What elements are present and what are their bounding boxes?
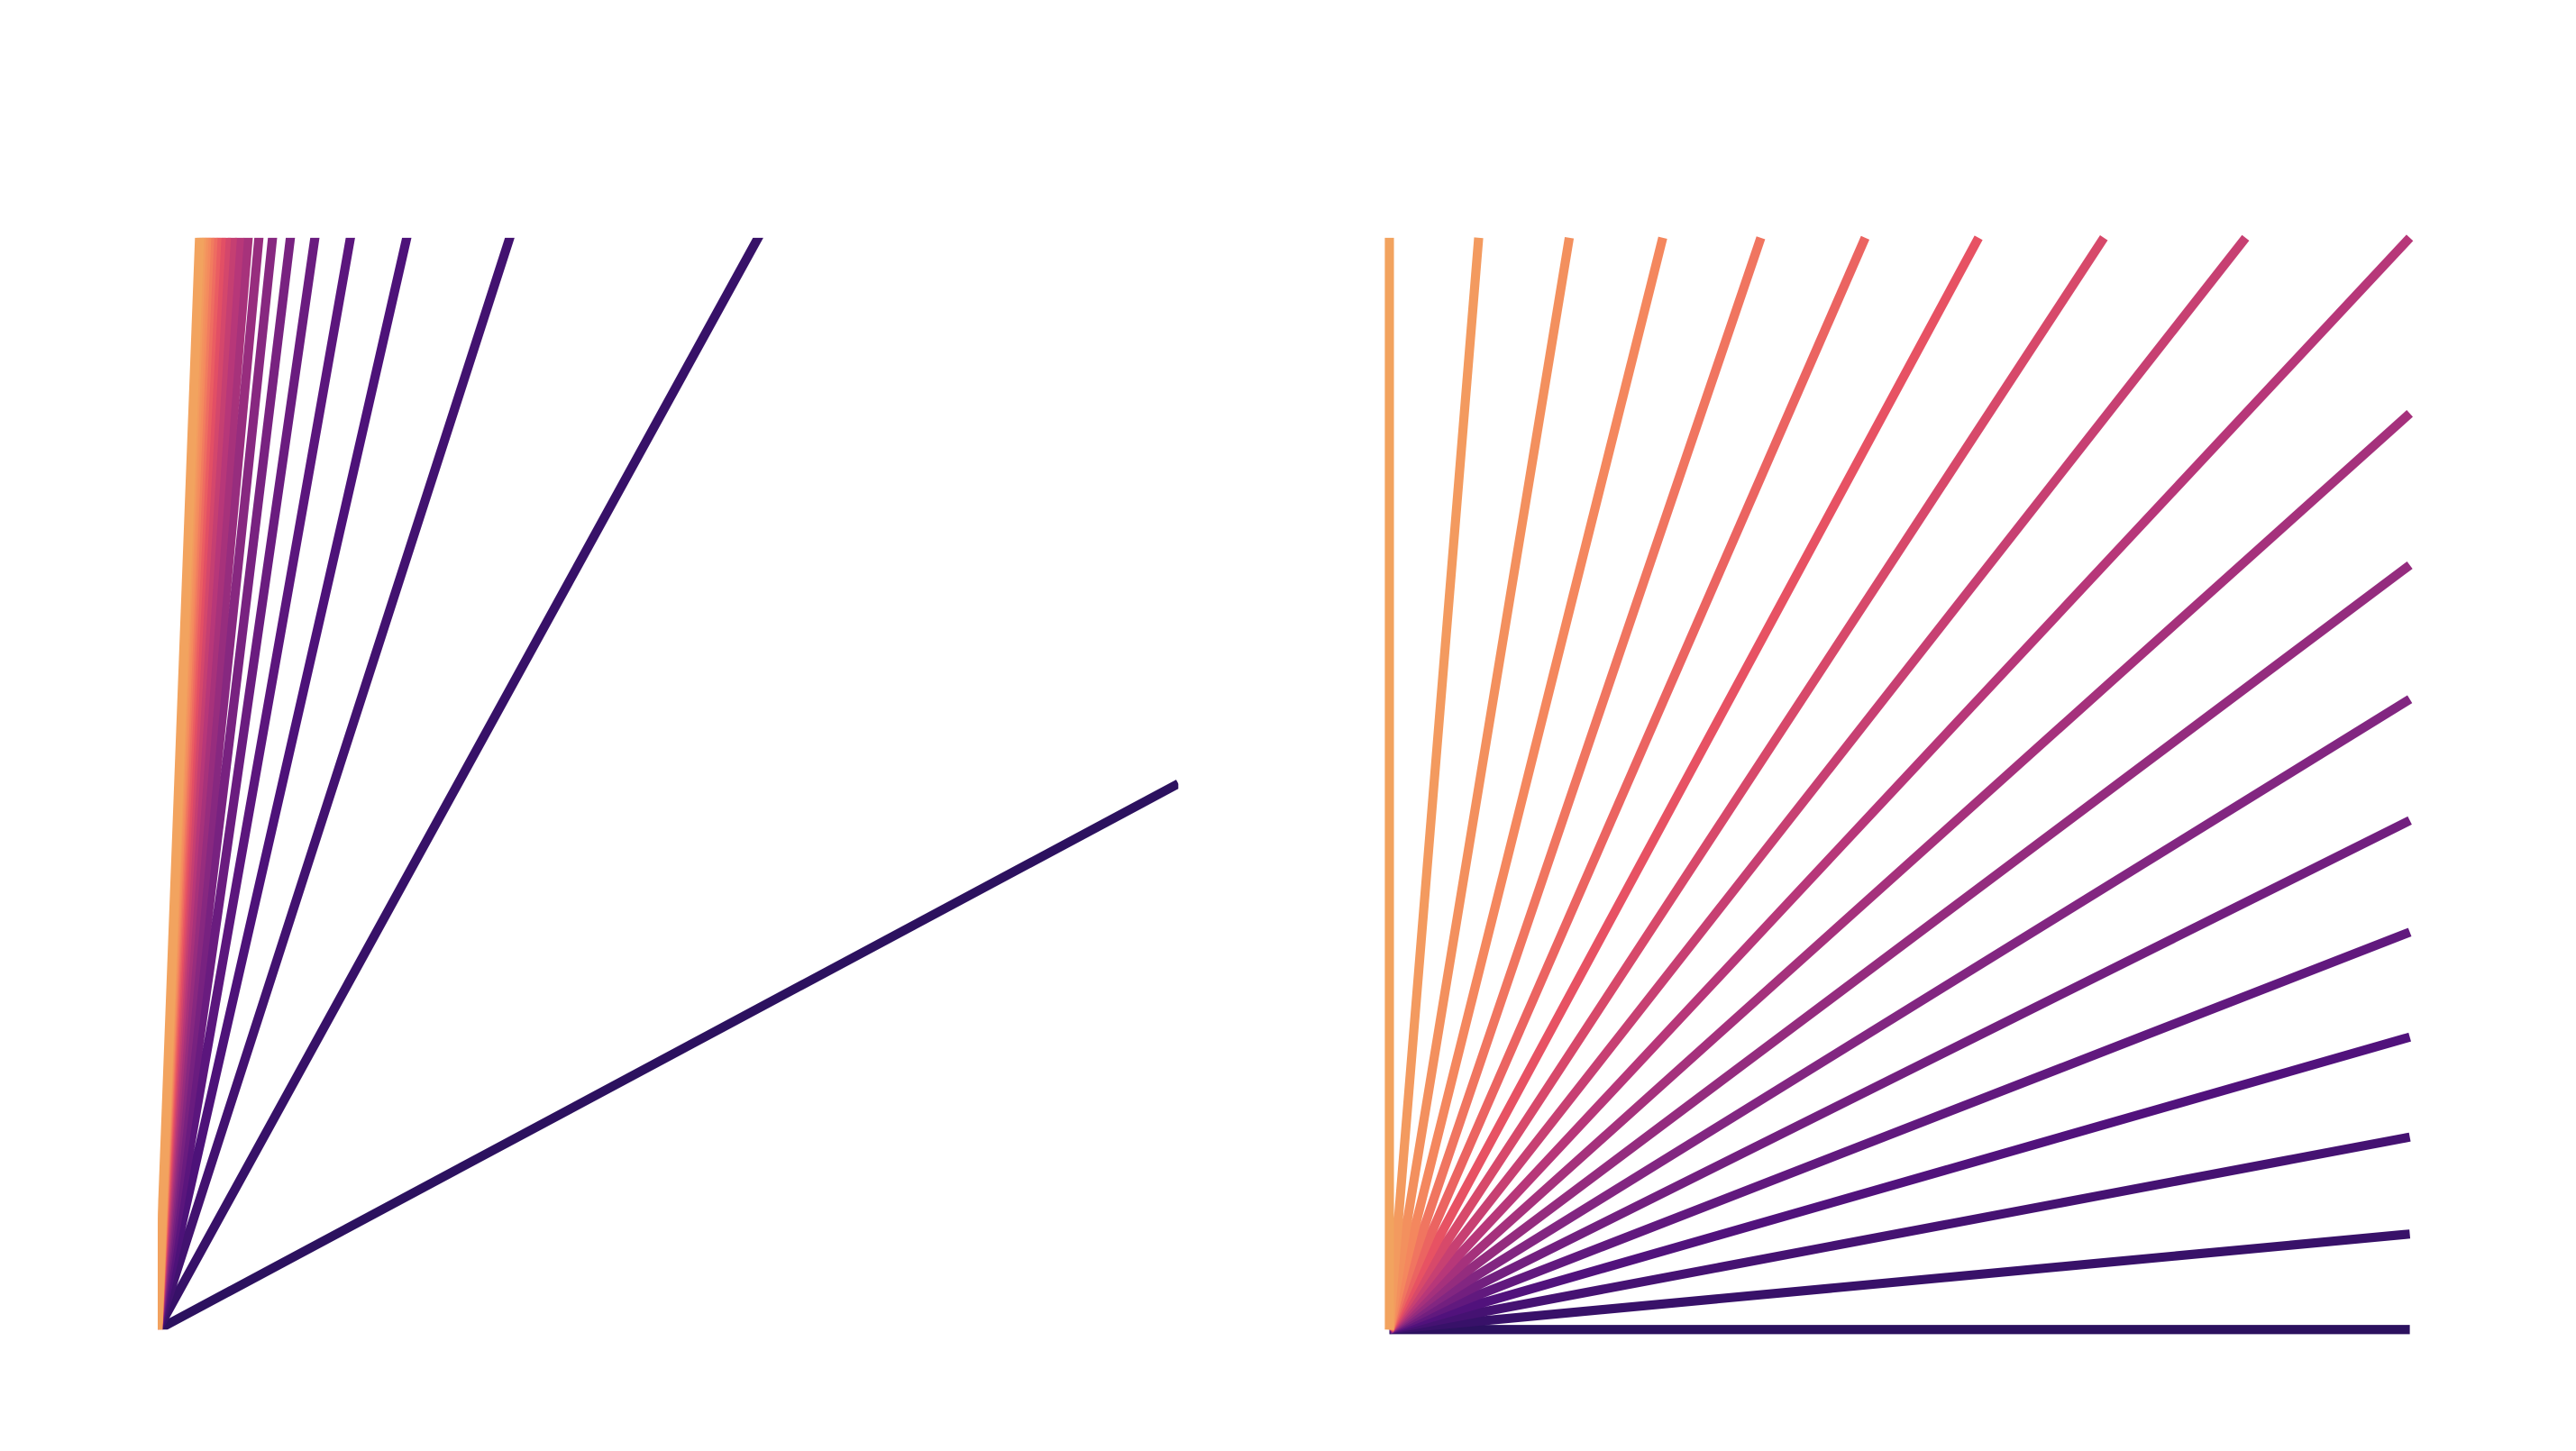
fan-line xyxy=(1388,1132,2411,1335)
fan-line xyxy=(1386,695,2413,1334)
fan-line xyxy=(1384,236,1575,1331)
fan-line xyxy=(158,237,355,1330)
fan-line xyxy=(1384,236,1667,1331)
fan-line xyxy=(1386,561,2413,1334)
fan-line xyxy=(1385,234,2250,1333)
fan-line xyxy=(1384,237,1484,1330)
fan-line xyxy=(158,237,412,1330)
fan-line xyxy=(1385,235,1983,1332)
fan-line xyxy=(1385,234,2414,1333)
fan-line xyxy=(158,780,1179,1330)
fan-line xyxy=(1384,236,1766,1331)
fan-line xyxy=(158,237,763,1330)
plot-area xyxy=(158,237,1179,1330)
fan-line xyxy=(1385,235,2108,1333)
fan-line xyxy=(1389,1229,2411,1335)
plot-area xyxy=(1384,234,2414,1335)
fan-line xyxy=(1386,409,2414,1334)
fan-line xyxy=(1387,816,2412,1334)
fan-line xyxy=(158,237,515,1330)
fan-line xyxy=(1388,1032,2412,1335)
fan-line xyxy=(1387,927,2412,1334)
fan-line xyxy=(1384,235,1870,1332)
